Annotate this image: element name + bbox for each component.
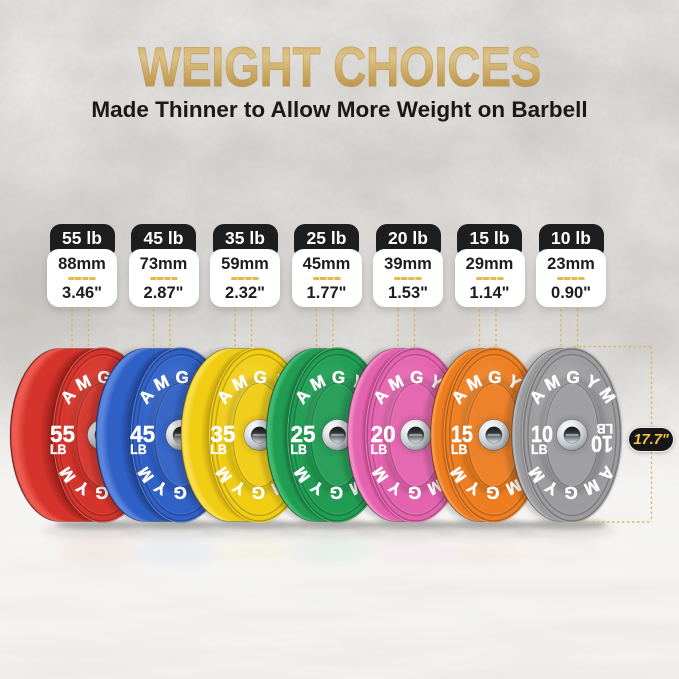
page-title: WEIGHT CHOICES <box>63 34 616 99</box>
spec-card-25-lb: 25 lb 45mm 1.77" <box>291 224 362 307</box>
thickness-inches: 3.46" <box>62 283 102 302</box>
thickness-inches: 1.77" <box>306 283 347 302</box>
plate-reflection <box>528 537 609 563</box>
svg-text:LB: LB <box>210 442 227 457</box>
plate-reflection <box>449 537 530 563</box>
thickness-inches: 2.32" <box>225 283 265 302</box>
plate-reflection <box>293 537 374 563</box>
card-thickness-values: 88mm 3.46" <box>47 249 117 307</box>
hub <box>553 416 591 454</box>
spec-card-35-lb: 35 lb 59mm 2.32" <box>210 224 280 307</box>
card-thickness-values: 73mm 2.87" <box>128 249 199 307</box>
spec-card-20-lb: 20 lb 39mm 1.53" <box>373 224 443 307</box>
plate-soft-shadow <box>512 521 617 539</box>
card-thickness-values: 59mm 2.32" <box>210 249 280 307</box>
thickness-mm: 45mm <box>302 254 351 273</box>
thickness-mm: 73mm <box>139 254 188 273</box>
svg-text:LB: LB <box>451 442 468 457</box>
diameter-badge: 17.7" <box>628 427 674 452</box>
svg-text:LB: LB <box>130 442 147 457</box>
thickness-inches: 0.90" <box>551 283 591 302</box>
thickness-mm: 39mm <box>384 254 432 273</box>
card-thickness-values: 39mm 1.53" <box>373 249 443 307</box>
thickness-inches: 2.87" <box>143 283 184 302</box>
plate-reflection <box>137 537 218 563</box>
gold-divider <box>149 277 178 281</box>
gold-divider <box>394 277 422 281</box>
thickness-inches: 1.14" <box>469 283 510 302</box>
floor-shadows <box>43 519 617 539</box>
floor-reflections <box>59 537 609 563</box>
svg-text:LB: LB <box>50 442 67 457</box>
plate-reflection <box>59 537 139 563</box>
thickness-mm: 29mm <box>465 254 514 273</box>
thickness-mm: 88mm <box>58 254 106 273</box>
thickness-mm: 23mm <box>547 254 595 273</box>
svg-text:LB: LB <box>596 421 613 436</box>
spec-card-10-lb: 10 lb 23mm 0.90" <box>536 224 606 307</box>
svg-text:LB: LB <box>291 442 308 457</box>
gold-divider <box>68 277 96 281</box>
card-thickness-values: 23mm 0.90" <box>536 249 606 307</box>
spec-card-45-lb: 45 lb 73mm 2.87" <box>128 224 199 307</box>
svg-text:LB: LB <box>371 442 388 457</box>
gold-divider <box>557 277 585 281</box>
plates: AMGYMAMGYM55LB55LBAMGYMAMGYM45LB45LBAMGY… <box>9 347 624 523</box>
spec-card-15-lb: 15 lb 29mm 1.14" <box>454 224 525 307</box>
plate-reflection <box>215 537 296 563</box>
gold-divider <box>231 277 259 281</box>
thickness-inches: 1.53" <box>388 283 428 302</box>
plate-reflection <box>371 537 452 563</box>
card-thickness-values: 29mm 1.14" <box>454 249 525 307</box>
gold-divider <box>312 277 341 281</box>
spec-card-55-lb: 55 lb 88mm 3.46" <box>47 224 117 307</box>
thickness-mm: 59mm <box>221 254 269 273</box>
svg-text:LB: LB <box>531 442 548 457</box>
gold-divider <box>475 277 504 281</box>
page-subtitle: Made Thinner to Allow More Weight on Bar… <box>91 97 588 122</box>
card-thickness-values: 45mm 1.77" <box>291 249 362 307</box>
